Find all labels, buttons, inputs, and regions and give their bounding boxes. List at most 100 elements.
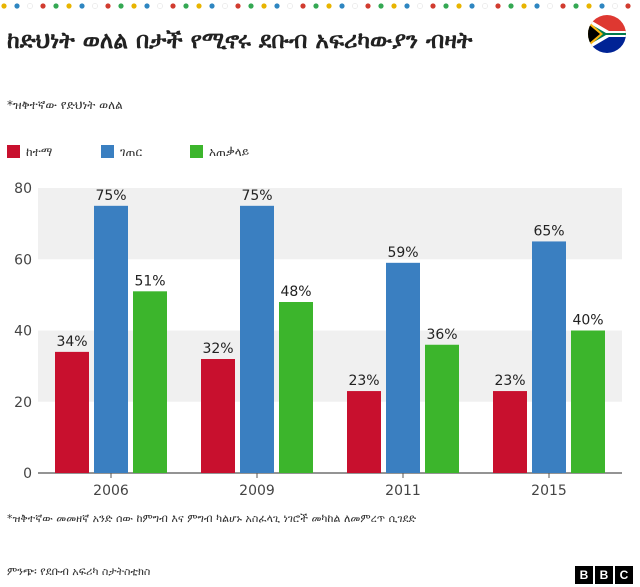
footnote: *ዝቅተኛው መመዘኛ አንድ ሰው ከምግብ እና ምግብ ካልሆኑ አስፈላ…: [7, 512, 417, 525]
data-label: 65%: [533, 223, 564, 239]
decorative-dot: [391, 3, 397, 9]
decorative-dot: [222, 3, 228, 9]
data-label: 34%: [56, 334, 87, 350]
decorative-dot: [365, 3, 371, 9]
bbc-logo-letter: C: [615, 566, 633, 584]
decorative-dot-strip: [1, 3, 631, 9]
decorative-dot: [495, 3, 501, 9]
decorative-dot: [430, 3, 436, 9]
decorative-dot: [625, 3, 631, 9]
legend-swatch-rural: [101, 145, 114, 158]
bar: [94, 205, 128, 473]
data-label: 36%: [426, 327, 457, 343]
bar: [55, 351, 89, 473]
bar-chart: 0 20 40 60 80 34% 75% 51% 2006 32% 75% 48% 2009 23% 59…: [14, 181, 622, 499]
decorative-dot: [521, 3, 527, 9]
decorative-dot: [612, 3, 618, 9]
decorative-dot: [482, 3, 488, 9]
chart-title: ከድህነት ወለል በታች የሚኖሩ ደቡብ አፍሪካውያን ብዛት: [7, 28, 473, 54]
decorative-dot: [534, 3, 540, 9]
legend-label-urban: ከተማ: [26, 145, 53, 159]
y-tick-label: 80: [14, 181, 32, 197]
decorative-dot: [157, 3, 163, 9]
decorative-dot: [352, 3, 358, 9]
decorative-dot: [573, 3, 579, 9]
data-label: 59%: [387, 245, 418, 261]
decorative-dot: [235, 3, 241, 9]
decorative-dot: [105, 3, 111, 9]
legend-label-total: አጠቃላይ: [209, 145, 250, 159]
source-note: ምንጭ፡ የደቡብ አፍሪካ ስታትስቲክስ: [7, 565, 151, 578]
data-label: 48%: [280, 284, 311, 300]
decorative-dot: [586, 3, 592, 9]
decorative-dot: [118, 3, 124, 9]
decorative-dot: [209, 3, 215, 9]
grid-band: [38, 188, 622, 260]
south-africa-flag-icon: [588, 15, 626, 53]
decorative-dot: [326, 3, 332, 9]
decorative-dot: [261, 3, 267, 9]
decorative-dot: [183, 3, 189, 9]
data-label: 32%: [202, 341, 233, 357]
decorative-dot: [469, 3, 475, 9]
decorative-dot: [1, 3, 7, 9]
bbc-logo-letter: B: [575, 566, 593, 584]
x-tick-label: 2006: [93, 483, 129, 499]
x-tick-label: 2009: [239, 483, 275, 499]
decorative-dot: [560, 3, 566, 9]
bar: [571, 330, 605, 473]
bar: [425, 344, 459, 473]
bar: [133, 291, 167, 473]
decorative-dot: [287, 3, 293, 9]
decorative-dot: [417, 3, 423, 9]
legend-swatch-urban: [7, 145, 20, 158]
decorative-dot: [443, 3, 449, 9]
decorative-dot: [313, 3, 319, 9]
bar: [201, 359, 235, 473]
data-label: 23%: [348, 373, 379, 389]
data-label: 40%: [572, 313, 603, 329]
y-tick-label: 0: [23, 466, 32, 482]
bar: [386, 262, 420, 473]
decorative-dot: [14, 3, 20, 9]
decorative-dot: [170, 3, 176, 9]
decorative-dot: [40, 3, 46, 9]
bar: [532, 241, 566, 473]
legend-swatch-total: [190, 145, 203, 158]
chart-subtitle: *ዝቅተኛው የድህነት ወለል: [7, 98, 123, 112]
decorative-dot: [300, 3, 306, 9]
x-tick-label: 2011: [385, 483, 421, 499]
decorative-dot: [599, 3, 605, 9]
y-tick-label: 60: [14, 252, 32, 268]
data-label: 51%: [134, 273, 165, 289]
bar: [493, 391, 527, 473]
decorative-dot: [79, 3, 85, 9]
data-label: 23%: [494, 373, 525, 389]
bar: [279, 302, 313, 473]
decorative-dot: [547, 3, 553, 9]
decorative-dot: [508, 3, 514, 9]
bar: [347, 391, 381, 473]
decorative-dot: [248, 3, 254, 9]
decorative-dot: [404, 3, 410, 9]
decorative-dot: [27, 3, 33, 9]
decorative-dot: [53, 3, 59, 9]
decorative-dot: [378, 3, 384, 9]
x-tick-label: 2015: [531, 483, 567, 499]
decorative-dot: [456, 3, 462, 9]
decorative-dot: [196, 3, 202, 9]
decorative-dot: [92, 3, 98, 9]
decorative-dot: [274, 3, 280, 9]
y-tick-label: 20: [14, 395, 32, 411]
data-label: 75%: [95, 188, 126, 204]
bar: [240, 205, 274, 473]
y-tick-label: 40: [14, 324, 32, 340]
legend-label-rural: ገጠር: [120, 145, 143, 159]
decorative-dot: [66, 3, 72, 9]
decorative-dot: [339, 3, 345, 9]
decorative-dot: [131, 3, 137, 9]
data-label: 75%: [241, 188, 272, 204]
bbc-logo-letter: B: [595, 566, 613, 584]
decorative-dot: [144, 3, 150, 9]
